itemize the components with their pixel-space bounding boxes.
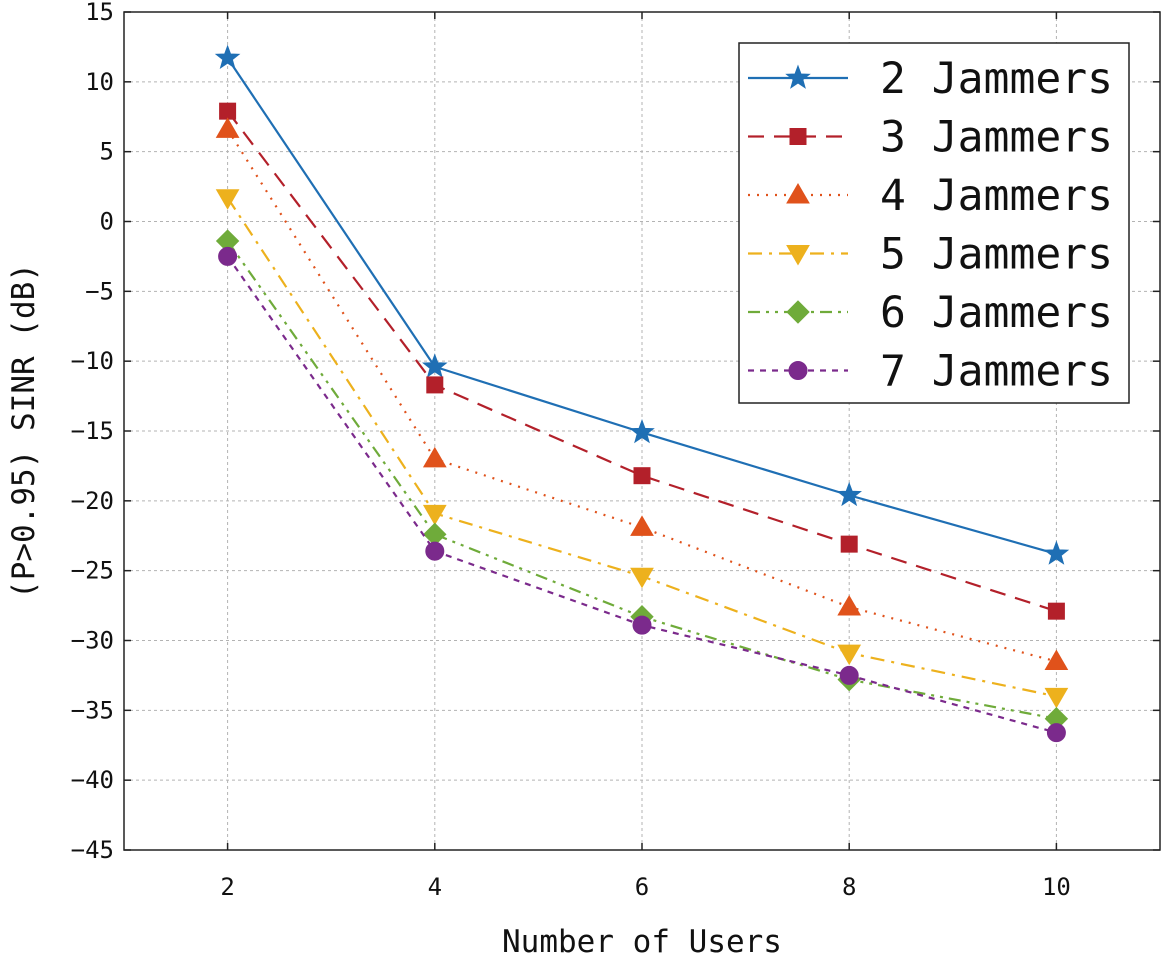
x-axis-title: Number of Users — [502, 924, 782, 958]
y-tick-label: −15 — [71, 417, 114, 445]
data-point — [422, 504, 447, 526]
data-point — [219, 102, 237, 120]
series-5-jammers — [215, 189, 1069, 709]
legend: 2 Jammers 3 Jammers 4 Jammers 5 Jammers 6 Ja… — [738, 42, 1130, 404]
data-point — [837, 594, 862, 616]
data-point — [1044, 649, 1069, 670]
legend-label: 5 Jammers — [880, 230, 1113, 280]
legend-marker — [786, 245, 810, 266]
x-tick-label: 6 — [635, 873, 649, 901]
y-axis-title: (P>0.95) SINR (dB) — [6, 263, 42, 599]
data-point — [839, 665, 859, 685]
x-tick-label: 2 — [220, 873, 234, 901]
plot-frame — [123, 11, 1161, 851]
legend-label: 3 Jammers — [880, 113, 1113, 163]
legend-label: 4 Jammers — [880, 171, 1113, 221]
series-group — [214, 44, 1070, 743]
data-point — [629, 418, 655, 444]
y-tick-label: 5 — [100, 138, 114, 166]
data-point — [1047, 602, 1065, 620]
data-point — [630, 567, 654, 589]
series-line — [226, 110, 1057, 613]
legend-label: 7 Jammers — [880, 347, 1113, 397]
data-point — [837, 644, 862, 666]
series-7-jammers — [218, 246, 1066, 743]
y-tick-label: −25 — [71, 557, 114, 585]
data-point — [215, 117, 240, 138]
legend-label: 6 Jammers — [880, 288, 1113, 338]
data-point — [218, 246, 238, 266]
data-point — [630, 515, 654, 536]
y-tick-label: −40 — [71, 766, 114, 794]
data-point — [426, 376, 444, 394]
series-line — [226, 128, 1057, 663]
data-point — [1043, 540, 1070, 565]
data-point — [632, 615, 652, 635]
tick-labels: 15 10 5 0 −5 −10 −15 −20 −25 −30 −35 −40 −45 2 4 6 8 10 — [71, 0, 1071, 901]
data-point — [214, 44, 241, 69]
data-point — [840, 535, 858, 553]
y-tick-label: −35 — [71, 696, 114, 724]
y-tick-label: −20 — [71, 487, 114, 515]
x-tick-label: 8 — [842, 873, 856, 901]
data-point — [1044, 687, 1069, 709]
data-point — [836, 481, 862, 507]
axis-ticks — [124, 11, 1160, 851]
y-tick-label: −5 — [85, 277, 114, 305]
legend-marker — [788, 361, 808, 380]
legend-marker — [785, 64, 811, 89]
y-tick-label: 0 — [100, 208, 114, 236]
data-point — [422, 446, 447, 468]
data-point — [215, 189, 240, 210]
x-tick-label: 4 — [428, 873, 442, 901]
data-point — [422, 353, 448, 378]
y-tick-label: −30 — [71, 627, 114, 655]
legend-label: 2 Jammers — [880, 54, 1113, 104]
x-tick-label: 10 — [1042, 873, 1071, 901]
data-point — [633, 467, 651, 485]
series-3-jammers — [219, 102, 1065, 620]
y-tick-label: 10 — [85, 68, 114, 96]
data-point — [425, 541, 445, 561]
data-point — [1046, 723, 1066, 743]
legend-marker — [786, 183, 810, 204]
legend-marker — [786, 300, 810, 324]
y-tick-label: −45 — [71, 836, 114, 864]
y-tick-label: 15 — [85, 0, 114, 26]
series-4-jammers — [215, 117, 1069, 670]
series-2-jammers — [214, 44, 1070, 565]
legend-box — [738, 42, 1130, 404]
legend-marker — [789, 128, 807, 145]
y-tick-label: −10 — [71, 347, 114, 375]
